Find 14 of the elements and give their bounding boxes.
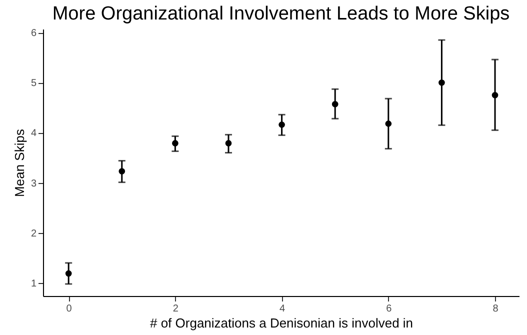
x-tick-label: 2 xyxy=(172,304,179,314)
y-axis-title: Mean Skips xyxy=(12,128,27,197)
y-tick-label: 1 xyxy=(30,278,37,290)
x-tick-label: 6 xyxy=(386,304,392,314)
x-tick-label: 8 xyxy=(492,304,499,314)
x-tick-label: 4 xyxy=(280,304,286,314)
y-tick-label: 4 xyxy=(30,128,37,140)
y-tick-label: 2 xyxy=(30,228,37,240)
y-tick-label: 6 xyxy=(30,28,37,40)
y-tick-label: 3 xyxy=(30,178,37,190)
y-tick-label: 5 xyxy=(30,78,37,90)
x-tick-label: 0 xyxy=(66,304,72,314)
chart-title: More Organizational Involvement Leads to More Skips xyxy=(52,4,510,25)
x-axis-title: # of Organizations a Denisonian is involved in xyxy=(150,316,414,330)
